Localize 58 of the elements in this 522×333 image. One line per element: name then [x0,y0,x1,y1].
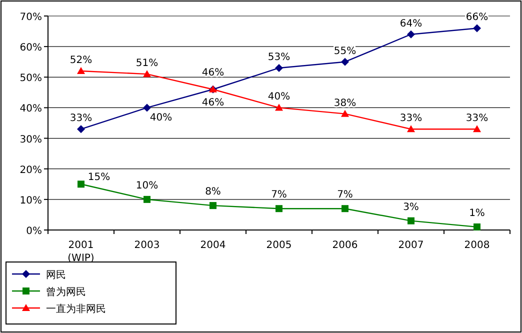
data-label: 51% [136,58,158,70]
data-label: 8% [205,186,221,198]
point [276,205,282,212]
point [78,180,84,188]
point [341,110,349,117]
data-label: 3% [403,202,419,213]
point [144,196,150,203]
x-tick-label: 2007 [398,240,424,251]
point [342,205,348,212]
point [407,125,415,132]
y-tick-label: 70% [20,12,42,23]
data-label: 38% [334,98,356,109]
data-label: 40% [150,112,172,124]
data-label: 64% [400,18,422,30]
data-label: 52% [70,55,92,66]
x-tick-label: 2003 [134,240,160,251]
y-tick-label: 50% [20,73,42,84]
y-tick-label: 10% [20,195,42,206]
legend-label: 一直为非网民 [46,303,106,315]
data-label: 46% [202,67,224,78]
point [341,58,349,66]
data-label: 33% [466,113,488,124]
point [143,104,151,112]
point [275,64,283,72]
data-label: 15% [88,172,110,184]
point [473,24,481,32]
data-label: 1% [469,208,485,219]
point [474,223,480,230]
y-tick-label: 20% [20,164,42,176]
legend-label: 网民 [46,270,66,281]
point [210,202,216,210]
point [408,217,414,224]
y-tick-label: 30% [20,134,42,146]
data-label: 7% [337,190,353,201]
y-tick-label: 60% [20,42,42,54]
data-label: 53% [268,52,290,63]
data-label: 33% [400,113,422,124]
x-tick-label: 2005 [266,240,292,251]
data-label: 10% [136,180,158,192]
point [275,104,283,111]
y-tick-label: 0% [26,226,42,237]
point [77,125,85,134]
data-label: 33% [70,113,92,124]
point [473,125,481,132]
x-tick-label: 2006 [332,240,358,251]
data-label: 55% [334,46,356,57]
point [143,70,151,78]
x-tick-label: 2001 (WIP) [68,240,94,264]
legend-label: 曾为网民 [46,286,86,298]
point [407,30,415,38]
data-label: 40% [268,92,290,103]
data-label: 46% [202,97,224,108]
x-tick-label: 2008 [464,240,490,251]
data-label: 7% [271,190,287,201]
x-tick-label: 2004 [200,240,226,251]
point [77,67,85,74]
y-tick-label: 40% [20,104,42,115]
data-label: 66% [466,12,488,24]
